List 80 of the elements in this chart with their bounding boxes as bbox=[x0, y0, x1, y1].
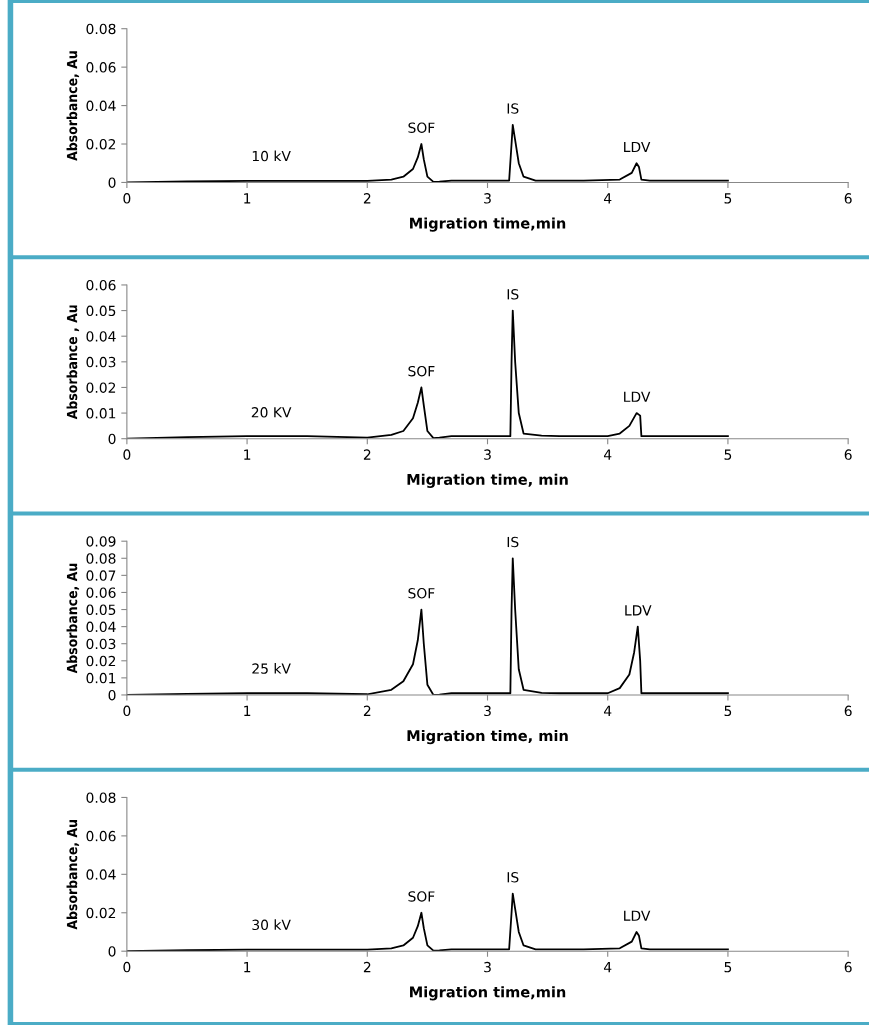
y-tick-label: 0.06 bbox=[86, 62, 116, 73]
annotation: IS bbox=[507, 872, 519, 883]
y-tick-label: 0.08 bbox=[86, 792, 116, 803]
annotation: 30 kV bbox=[252, 919, 291, 931]
x-tick-label: 3 bbox=[484, 193, 491, 204]
x-tick-label: 4 bbox=[603, 193, 612, 204]
y-axis-title: Absorbance, Au bbox=[66, 563, 80, 674]
y-tick-label: 0.06 bbox=[86, 279, 116, 291]
x-tick-label: 5 bbox=[724, 193, 732, 204]
annotation: LDV bbox=[624, 141, 651, 153]
x-tick-label: 4 bbox=[603, 449, 612, 460]
x-tick-label: 5 bbox=[724, 962, 732, 973]
annotation: LDV bbox=[625, 605, 652, 616]
x-tick-label: 3 bbox=[484, 961, 491, 973]
x-tick-label: 3 bbox=[484, 449, 491, 460]
y-tick-label: 0.04 bbox=[86, 331, 116, 342]
annotation: SOF bbox=[408, 365, 435, 377]
y-tick-label: 0.05 bbox=[86, 604, 116, 616]
x-tick-label: 1 bbox=[244, 705, 251, 716]
y-axis-title: Absorbance, Au bbox=[66, 820, 80, 930]
x-tick-label: 0 bbox=[123, 449, 131, 460]
y-tick-label: 0.02 bbox=[86, 655, 116, 667]
line-series bbox=[126, 892, 729, 952]
x-tick-label: 4 bbox=[603, 705, 612, 716]
y-tick-label: 0 bbox=[108, 177, 116, 188]
x-tick-label: 0 bbox=[123, 705, 131, 717]
y-tick-label: 0.07 bbox=[86, 570, 116, 581]
annotation: LDV bbox=[624, 910, 651, 921]
y-tick-label: 0.01 bbox=[86, 672, 116, 684]
y-tick-label: 0.03 bbox=[86, 638, 116, 650]
x-axis-title: Migration time, min bbox=[407, 473, 568, 488]
y-tick-label: 0.02 bbox=[86, 382, 116, 393]
annotation: LDV bbox=[624, 391, 651, 402]
x-tick-label: 2 bbox=[363, 705, 371, 716]
x-tick-label: 5 bbox=[724, 449, 732, 460]
x-tick-label: 2 bbox=[363, 449, 371, 460]
y-axis-title: Absorbance, Au bbox=[66, 51, 80, 161]
annotation: 25 kV bbox=[252, 663, 291, 674]
y-tick-label: 0.01 bbox=[86, 408, 116, 419]
annotation: IS bbox=[507, 536, 519, 548]
y-tick-label: 0 bbox=[108, 433, 116, 445]
x-tick-label: 0 bbox=[123, 193, 131, 204]
y-tick-label: 0.06 bbox=[86, 830, 116, 842]
x-tick-label: 2 bbox=[363, 193, 371, 204]
y-tick-label: 0 bbox=[108, 946, 116, 957]
x-tick-label: 5 bbox=[724, 705, 732, 717]
x-axis-title: Migration time,min bbox=[410, 986, 566, 1001]
x-tick-label: 2 bbox=[363, 961, 371, 973]
x-tick-label: 4 bbox=[603, 962, 612, 973]
annotation: SOF bbox=[408, 588, 435, 599]
x-tick-label: 6 bbox=[844, 705, 852, 717]
x-tick-label: 1 bbox=[244, 193, 251, 204]
annotation: 20 KV bbox=[251, 407, 292, 418]
y-tick-label: 0.04 bbox=[86, 621, 116, 633]
annotation: SOF bbox=[408, 891, 435, 902]
y-tick-label: 0.04 bbox=[86, 869, 116, 880]
annotation: IS bbox=[507, 103, 519, 114]
y-tick-label: 0.06 bbox=[86, 587, 116, 598]
x-tick-label: 6 bbox=[844, 193, 852, 204]
x-tick-label: 3 bbox=[484, 705, 491, 717]
y-tick-label: 0.08 bbox=[86, 23, 116, 35]
y-tick-label: 0.08 bbox=[86, 553, 116, 564]
y-tick-label: 0.02 bbox=[86, 907, 116, 919]
y-tick-label: 0.05 bbox=[86, 305, 116, 317]
y-tick-label: 0.04 bbox=[86, 100, 116, 112]
x-tick-label: 1 bbox=[244, 962, 251, 973]
x-axis-title: Migration time, min bbox=[407, 729, 568, 745]
y-tick-label: 0 bbox=[108, 689, 116, 701]
annotation: SOF bbox=[408, 122, 435, 133]
y-tick-label: 0.09 bbox=[86, 536, 116, 547]
y-tick-label: 0.02 bbox=[86, 138, 116, 150]
x-tick-label: 0 bbox=[123, 961, 131, 973]
y-tick-label: 0.03 bbox=[86, 356, 116, 368]
y-axis-title: Absorbance , Au bbox=[66, 305, 80, 420]
x-tick-label: 6 bbox=[844, 449, 852, 460]
x-axis-title: Migration time,min bbox=[410, 217, 566, 232]
annotation: 10 kV bbox=[252, 150, 291, 162]
x-tick-label: 1 bbox=[244, 449, 251, 460]
x-tick-label: 6 bbox=[844, 961, 852, 973]
annotation: IS bbox=[507, 289, 519, 300]
